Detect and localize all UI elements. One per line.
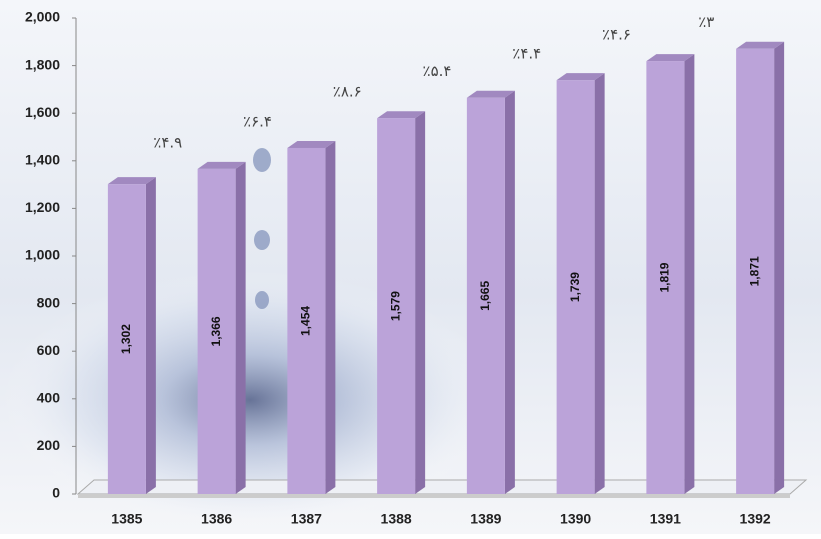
bar — [736, 48, 775, 495]
bar-top — [736, 41, 785, 49]
bar-side — [235, 161, 246, 494]
floor-edge — [78, 494, 790, 498]
growth-annotation: ٪۵.۴ — [423, 62, 452, 80]
bar — [287, 147, 326, 494]
bar-side — [145, 177, 156, 494]
growth-annotation: ٪۳ — [698, 13, 714, 31]
bar-side — [325, 140, 336, 494]
bar-top — [107, 177, 156, 185]
x-tick-label: 1387 — [291, 511, 322, 527]
x-tick-label: 1386 — [201, 511, 232, 527]
bar — [377, 118, 416, 494]
bar-side — [504, 90, 515, 494]
bar — [197, 168, 236, 494]
x-tick-label: 1391 — [650, 511, 681, 527]
growth-annotation: ٪۸.۶ — [333, 83, 362, 101]
y-tick-label: 200 — [37, 437, 61, 453]
growth-annotation: ٪۴.۹ — [153, 133, 182, 151]
floor — [76, 479, 808, 495]
bar-top — [377, 111, 426, 119]
value-label: 1,739 — [568, 272, 582, 302]
bar-top — [287, 140, 336, 148]
bar-top — [646, 54, 695, 62]
growth-annotation: ٪۴.۴ — [512, 45, 541, 63]
bar-top — [466, 90, 515, 98]
water-drop — [254, 230, 270, 250]
value-label: 1,454 — [299, 306, 313, 336]
growth-annotation: ٪۶.۴ — [243, 112, 272, 130]
value-label: 1,579 — [388, 291, 402, 321]
value-label: 1,665 — [478, 281, 492, 311]
bar — [107, 184, 146, 494]
bar — [556, 80, 595, 495]
y-tick-label: 1,200 — [25, 199, 60, 215]
y-tick-label: 0 — [52, 485, 60, 501]
y-tick-label: 600 — [37, 342, 61, 358]
value-label: 1,302 — [119, 324, 133, 354]
bar — [466, 97, 505, 494]
x-tick-label: 1392 — [740, 511, 771, 527]
y-tick-label: 1,400 — [25, 152, 60, 168]
y-tick-label: 1,800 — [25, 56, 60, 72]
bar-side — [684, 54, 695, 494]
x-tick-label: 1390 — [560, 511, 591, 527]
bar-side — [594, 73, 605, 495]
x-tick-label: 1385 — [111, 511, 142, 527]
water-drop — [253, 148, 271, 172]
water-drop — [255, 291, 269, 309]
bar-side — [415, 111, 426, 494]
y-tick-label: 400 — [37, 390, 61, 406]
x-tick-label: 1389 — [470, 511, 501, 527]
y-tick-label: 1,000 — [25, 247, 60, 263]
y-tick-label: 2,000 — [25, 9, 60, 25]
growth-annotation: ٪۴.۶ — [602, 26, 631, 44]
value-label: 1,871 — [747, 256, 761, 286]
y-tick-label: 1,600 — [25, 104, 60, 120]
value-label: 1,819 — [658, 262, 672, 292]
value-label: 1,366 — [209, 316, 223, 346]
bar-top — [556, 73, 605, 81]
x-tick-label: 1388 — [381, 511, 412, 527]
bar-side — [774, 41, 785, 495]
y-tick-label: 800 — [37, 294, 61, 310]
bar — [646, 61, 685, 494]
bar-top — [197, 161, 246, 169]
